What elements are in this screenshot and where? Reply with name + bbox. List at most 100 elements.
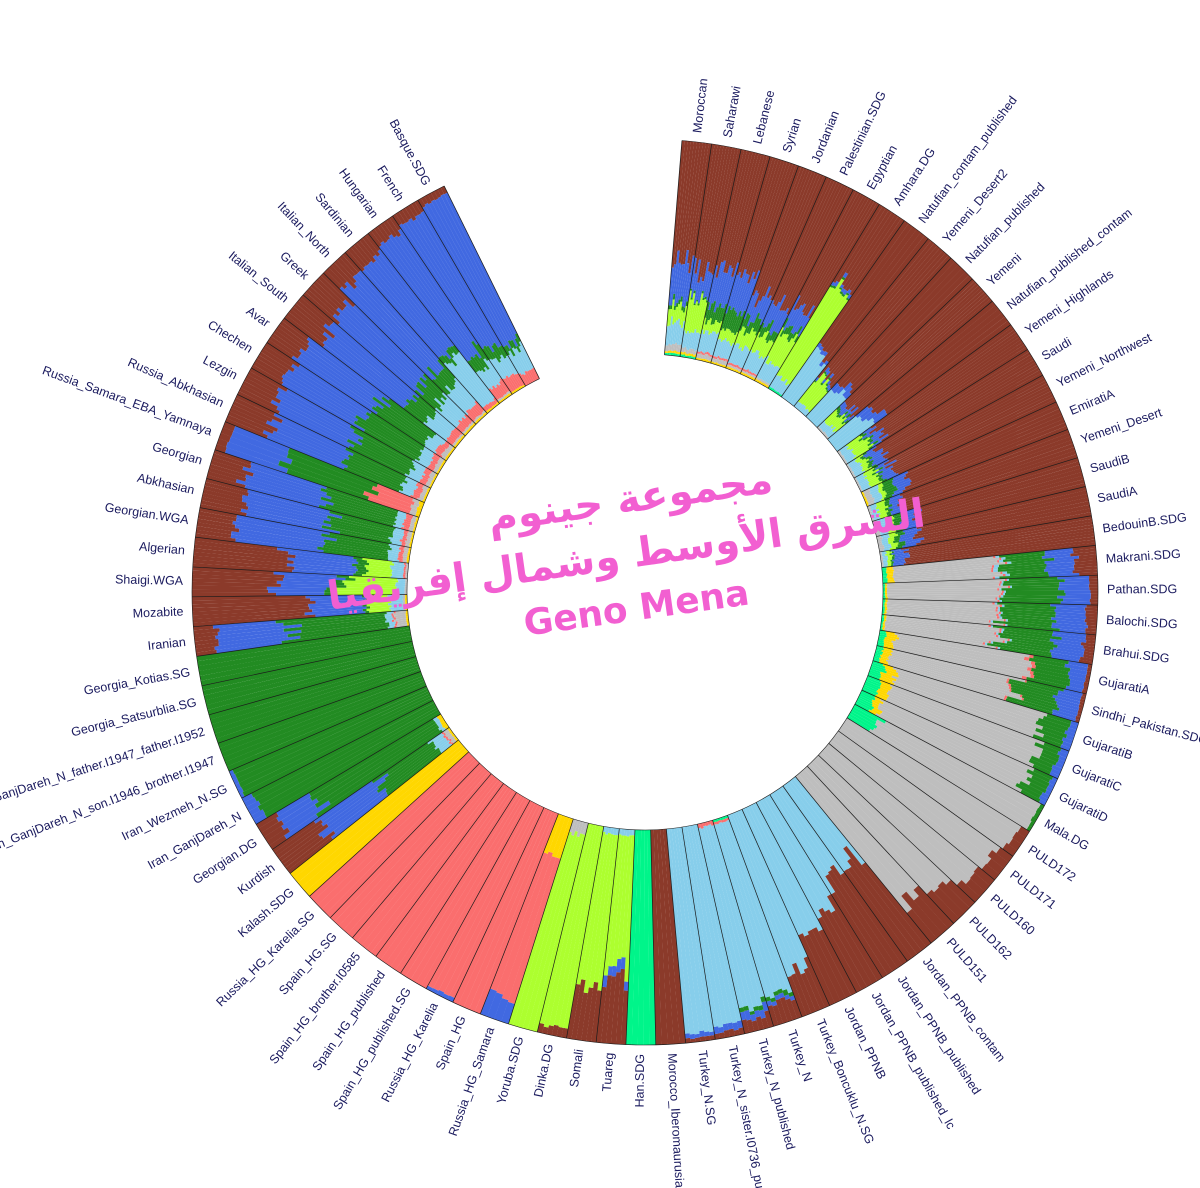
ancestry-segment — [1009, 689, 1012, 692]
ancestry-segment — [409, 468, 423, 477]
ancestry-segment — [431, 378, 449, 396]
ancestry-segment — [434, 413, 455, 431]
ancestry-segment — [895, 639, 1033, 668]
ancestry-segment — [705, 354, 709, 360]
population-label: GujaratiB — [1081, 733, 1135, 763]
ancestry-segment — [861, 688, 877, 697]
ancestry-segment — [730, 362, 733, 366]
population-separator — [196, 625, 410, 657]
ancestry-segment — [822, 425, 830, 433]
population-separator — [755, 802, 857, 993]
ancestry-segment — [703, 825, 755, 1012]
ancestry-segment — [702, 271, 711, 299]
ancestry-segment — [674, 827, 705, 1032]
ancestry-segment — [887, 344, 1026, 436]
ancestry-segment — [872, 468, 876, 472]
ancestry-segment — [772, 791, 829, 877]
ancestry-segment — [875, 457, 888, 466]
ancestry-segment — [712, 358, 716, 363]
ancestry-segment — [414, 458, 429, 468]
ancestry-segment — [402, 596, 406, 599]
ancestry-segment — [866, 496, 873, 501]
ancestry-segment — [403, 521, 411, 525]
ancestry-segment — [338, 313, 418, 386]
ancestry-segment — [791, 363, 827, 407]
ancestry-segment — [778, 341, 796, 369]
ancestry-segment — [998, 611, 1001, 615]
ancestry-segment — [1031, 664, 1036, 669]
ancestry-segment — [885, 584, 888, 587]
ancestry-segment — [916, 512, 1092, 546]
ancestry-segment — [1051, 617, 1085, 623]
ancestry-segment — [324, 590, 335, 593]
ancestry-segment — [856, 458, 863, 464]
ancestry-segment — [434, 463, 441, 468]
ancestry-segment — [439, 718, 445, 724]
ancestry-segment — [322, 331, 408, 401]
ancestry-segment — [891, 500, 903, 507]
ancestry-segment — [765, 332, 771, 341]
ancestry-segment — [398, 553, 403, 557]
ancestry-segment — [397, 514, 407, 520]
ancestry-segment — [762, 380, 765, 384]
ancestry-segment — [782, 989, 789, 996]
ancestry-segment — [553, 824, 599, 1026]
ancestry-segment — [684, 1033, 691, 1039]
ancestry-segment — [740, 278, 756, 317]
ancestry-segment — [683, 354, 686, 358]
ancestry-segment — [880, 556, 883, 559]
ancestry-segment — [440, 720, 447, 726]
ancestry-segment — [882, 605, 885, 607]
ancestry-segment — [514, 338, 521, 347]
ancestry-segment — [704, 359, 707, 362]
ancestry-segment — [1085, 636, 1096, 641]
ancestry-segment — [375, 405, 426, 442]
ancestry-segment — [723, 358, 726, 362]
ancestry-segment — [448, 738, 452, 742]
ancestry-segment — [666, 828, 690, 1034]
ancestry-segment — [868, 728, 1030, 830]
ancestry-segment — [867, 499, 875, 504]
ancestry-segment — [736, 368, 740, 371]
ancestry-segment — [836, 257, 955, 385]
ancestry-segment — [890, 548, 902, 552]
population-separator — [882, 598, 1098, 606]
ancestry-segment — [994, 602, 998, 605]
ancestry-segment — [324, 542, 389, 555]
ancestry-segment — [743, 371, 747, 374]
ancestry-segment — [1086, 604, 1098, 609]
ancestry-segment — [701, 146, 730, 282]
ancestry-segment — [871, 664, 886, 671]
ancestry-segment — [881, 346, 1028, 442]
ancestry-segment — [859, 693, 873, 702]
ancestry-segment — [670, 264, 677, 306]
ancestry-segment — [855, 454, 864, 460]
ancestry-segment — [884, 624, 1003, 643]
ancestry-segment — [707, 265, 719, 303]
ancestry-segment — [218, 432, 231, 443]
ancestry-segment — [199, 503, 247, 517]
ancestry-segment — [902, 425, 1068, 493]
ancestry-segment — [845, 208, 889, 275]
ancestry-segment — [335, 587, 397, 591]
ancestry-segment — [689, 353, 692, 357]
population-separator — [214, 449, 420, 518]
ancestry-segment — [405, 517, 412, 521]
ancestry-segment — [441, 993, 450, 1000]
ancestry-segment — [395, 516, 405, 522]
ancestry-segment — [475, 371, 491, 390]
ancestry-segment — [775, 380, 785, 392]
ancestry-segment — [297, 744, 465, 888]
ancestry-segment — [996, 560, 1000, 563]
ancestry-segment — [823, 371, 827, 375]
ancestry-segment — [398, 547, 404, 551]
ancestry-segment — [839, 401, 846, 408]
ancestry-segment — [522, 836, 580, 1030]
ancestry-segment — [235, 538, 324, 553]
ancestry-segment — [701, 828, 748, 1007]
ancestry-segment — [700, 145, 727, 278]
ancestry-segment — [1062, 741, 1072, 748]
ancestry-segment — [692, 143, 712, 256]
ancestry-segment — [828, 252, 949, 387]
ancestry-segment — [350, 245, 370, 266]
